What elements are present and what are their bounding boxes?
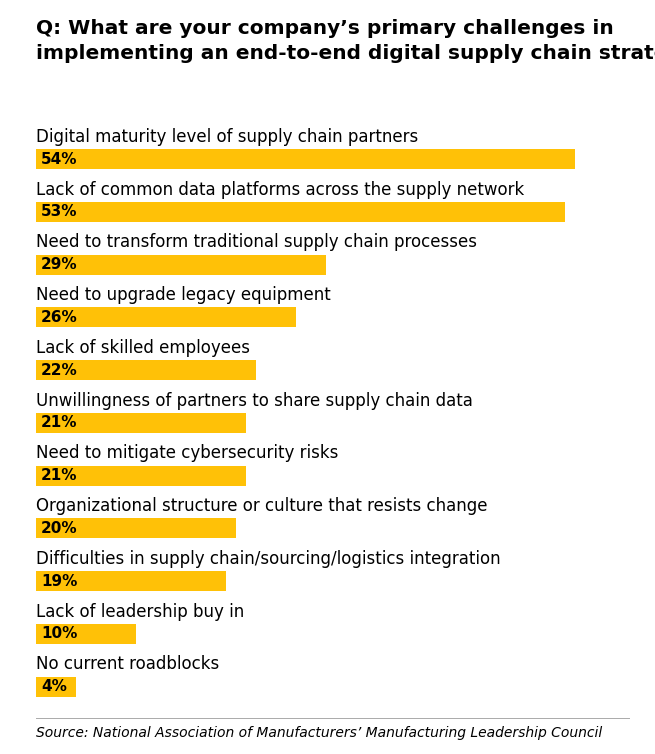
Text: 4%: 4% <box>41 679 67 694</box>
Text: Lack of leadership buy in: Lack of leadership buy in <box>36 602 244 621</box>
Bar <box>36 518 236 538</box>
Bar <box>36 465 246 486</box>
Text: Digital maturity level of supply chain partners: Digital maturity level of supply chain p… <box>36 128 419 146</box>
Bar <box>36 624 136 644</box>
Text: Difficulties in supply chain/sourcing/logistics integration: Difficulties in supply chain/sourcing/lo… <box>36 550 500 568</box>
Text: Lack of skilled employees: Lack of skilled employees <box>36 339 250 357</box>
Text: 54%: 54% <box>41 152 77 167</box>
Text: 19%: 19% <box>41 574 77 589</box>
Text: 29%: 29% <box>41 257 78 272</box>
Bar <box>36 149 576 169</box>
Text: Need to upgrade legacy equipment: Need to upgrade legacy equipment <box>36 286 331 304</box>
Bar <box>36 571 226 591</box>
Text: Unwillingness of partners to share supply chain data: Unwillingness of partners to share suppl… <box>36 391 473 409</box>
Text: Source: National Association of Manufacturers’ Manufacturing Leadership Council: Source: National Association of Manufact… <box>36 726 603 740</box>
Text: 53%: 53% <box>41 204 77 219</box>
Bar <box>36 676 76 697</box>
Text: Need to transform traditional supply chain processes: Need to transform traditional supply cha… <box>36 234 477 251</box>
Bar <box>36 412 246 433</box>
Text: 21%: 21% <box>41 415 77 431</box>
Bar <box>36 360 256 380</box>
Bar <box>36 255 326 274</box>
Text: 10%: 10% <box>41 627 77 642</box>
Bar <box>36 202 565 222</box>
Text: 21%: 21% <box>41 468 77 483</box>
Text: Lack of common data platforms across the supply network: Lack of common data platforms across the… <box>36 181 524 198</box>
Text: 22%: 22% <box>41 363 78 378</box>
Text: 20%: 20% <box>41 521 78 536</box>
Text: Need to mitigate cybersecurity risks: Need to mitigate cybersecurity risks <box>36 444 339 462</box>
Text: Organizational structure or culture that resists change: Organizational structure or culture that… <box>36 497 487 515</box>
Text: Q: What are your company’s primary challenges in
implementing an end-to-end digi: Q: What are your company’s primary chall… <box>36 19 655 63</box>
Bar <box>36 308 296 327</box>
Text: 26%: 26% <box>41 310 78 325</box>
Text: No current roadblocks: No current roadblocks <box>36 655 219 673</box>
